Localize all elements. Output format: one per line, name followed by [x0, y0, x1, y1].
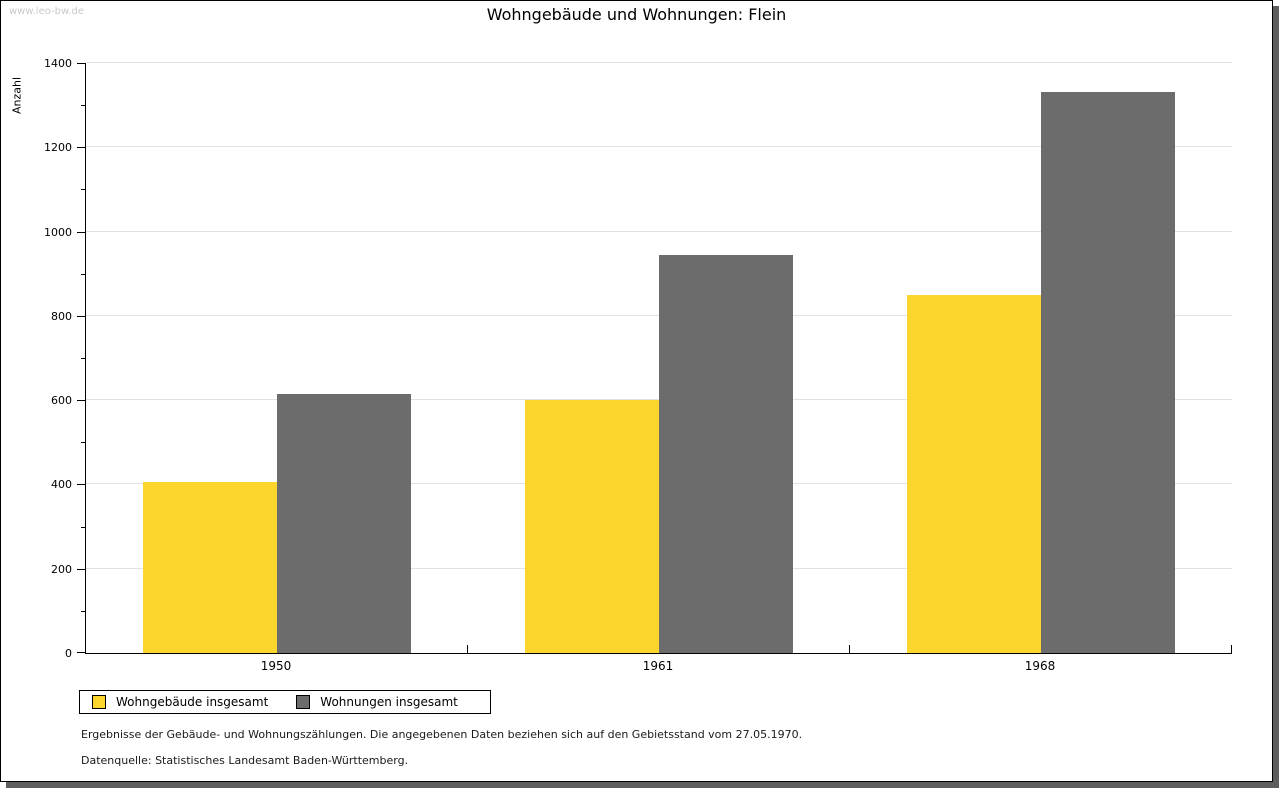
- y-tick-label: 1000: [44, 225, 72, 239]
- x-tick-label: 1950: [260, 659, 292, 673]
- y-axis-title: Anzahl: [10, 76, 24, 115]
- y-minor-tick: [81, 442, 86, 444]
- y-tick-label: 1400: [44, 57, 72, 70]
- y-major-tick: [77, 400, 86, 402]
- y-tick-label: 400: [51, 478, 72, 492]
- y-minor-tick: [81, 358, 86, 359]
- y-minor-tick: [81, 189, 86, 191]
- y-minor-tick: [81, 526, 86, 528]
- legend: Wohngebäude insgesamt Wohnungen insgesamt: [79, 690, 491, 714]
- bar-1950-series1: [277, 394, 411, 653]
- x-boundary-tick: [849, 645, 850, 653]
- legend-label: Wohnungen insgesamt: [320, 695, 458, 709]
- bar-1968-series0: [907, 295, 1041, 653]
- legend-item-series0: Wohngebäude insgesamt: [92, 695, 268, 709]
- y-tick-label: 600: [51, 394, 72, 408]
- y-major-tick: [77, 231, 86, 233]
- y-major-tick: [77, 568, 86, 570]
- y-tick-label: 1200: [44, 141, 72, 155]
- y-gridline: [86, 146, 1232, 148]
- x-boundary-tick: [467, 645, 468, 653]
- x-boundary-tick: [1231, 645, 1232, 653]
- legend-swatch-icon: [92, 695, 106, 709]
- bar-1961-series1: [659, 255, 793, 653]
- legend-swatch-icon: [296, 695, 311, 709]
- y-major-tick: [77, 63, 86, 64]
- y-major-tick: [77, 315, 86, 317]
- bar-1968-series1: [1041, 92, 1175, 653]
- y-gridline: [86, 62, 1232, 63]
- y-major-tick: [77, 652, 86, 653]
- footnote-line2: Datenquelle: Statistisches Landesamt Bad…: [81, 754, 409, 767]
- y-minor-tick: [81, 105, 86, 107]
- chart-title: Wohngebäude und Wohnungen: Flein: [486, 5, 787, 24]
- y-major-tick: [77, 484, 86, 486]
- y-major-tick: [77, 147, 86, 149]
- y-tick-label: 0: [65, 647, 72, 660]
- watermark: www.leo-bw.de: [9, 6, 84, 17]
- y-gridline: [86, 230, 1232, 232]
- x-tick-label: 1968: [1024, 659, 1056, 673]
- y-tick-label: 800: [51, 309, 72, 323]
- y-minor-tick: [81, 610, 86, 612]
- y-minor-tick: [81, 273, 86, 275]
- footnote-line1: Ergebnisse der Gebäude- und Wohnungszähl…: [81, 728, 803, 741]
- x-tick-label: 1961: [642, 659, 674, 673]
- bar-1961-series0: [525, 400, 659, 653]
- bar-1950-series0: [143, 482, 277, 653]
- legend-label: Wohngebäude insgesamt: [116, 695, 269, 709]
- plot-area: 0 200 400 600 800 1000 1200 1400: [44, 57, 1232, 660]
- y-tick-label: 200: [51, 562, 72, 576]
- legend-item-series1: Wohnungen insgesamt: [296, 695, 458, 709]
